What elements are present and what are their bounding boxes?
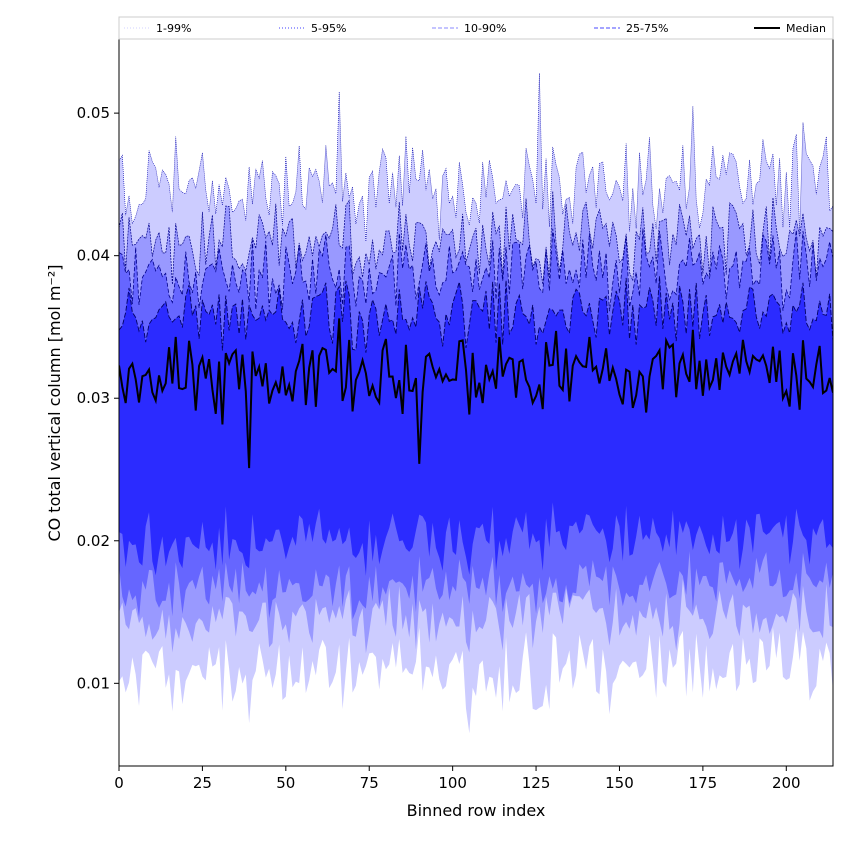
line-p95 <box>119 191 833 285</box>
y-tick-label: 0.02 <box>77 532 110 550</box>
legend-label: 10-90% <box>464 22 506 35</box>
line-p99 <box>119 73 833 242</box>
legend-box <box>118 16 834 40</box>
legend-label: 25-75% <box>626 22 668 35</box>
x-axis-label: Binned row index <box>407 801 546 820</box>
x-tick-label: 50 <box>276 774 295 792</box>
line-p90 <box>119 228 833 312</box>
x-tick-label: 75 <box>360 774 379 792</box>
x-tick-label: 100 <box>438 774 467 792</box>
x-tick-label: 125 <box>522 774 551 792</box>
y-tick-label: 0.05 <box>77 104 110 122</box>
y-axis-label: CO total vertical column [mol m⁻²] <box>45 264 64 541</box>
y-tick-label: 0.04 <box>77 247 110 265</box>
legend-label: Median <box>786 22 826 35</box>
band-25-75 <box>119 276 833 576</box>
y-tick-label: 0.03 <box>77 389 110 407</box>
x-tick-label: 175 <box>689 774 718 792</box>
plot-area <box>119 73 833 734</box>
x-tick-label: 150 <box>605 774 634 792</box>
y-tick-label: 0.01 <box>77 674 110 692</box>
legend: 1-99% 5-95% 10-90% 25-75% Median <box>118 16 834 40</box>
line-p75 <box>119 276 833 353</box>
legend-label: 5-95% <box>311 22 346 35</box>
median-line <box>119 318 833 469</box>
legend-label: 1-99% <box>156 22 191 35</box>
x-tick-label: 200 <box>772 774 801 792</box>
y-axis: 0.01 0.02 0.03 0.04 0.05 <box>77 104 119 692</box>
x-tick-label: 25 <box>193 774 212 792</box>
x-axis: 0 25 50 75 100 125 150 175 200 <box>114 766 801 792</box>
x-tick-label: 0 <box>114 774 124 792</box>
